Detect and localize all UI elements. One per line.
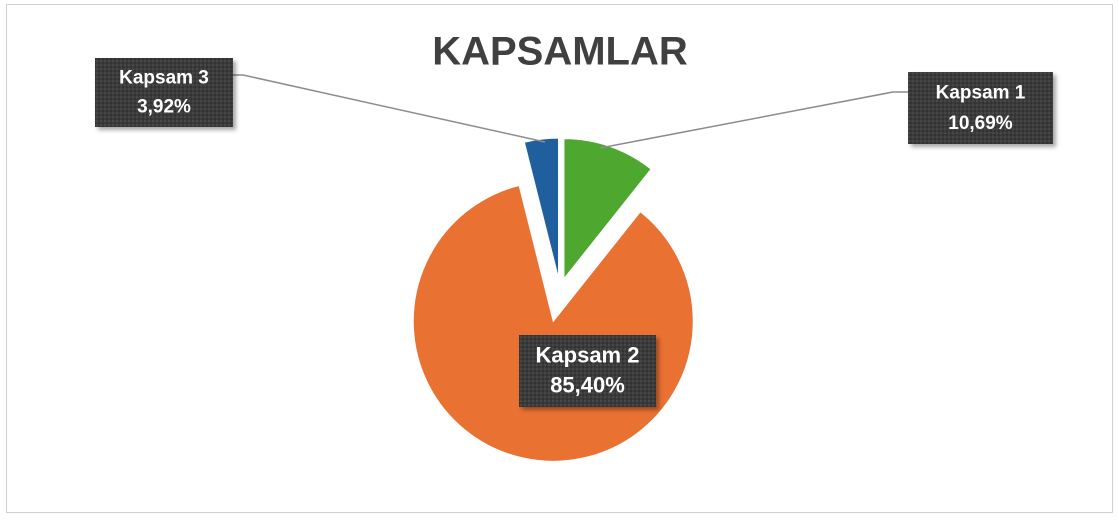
label-value: 3,92% (137, 97, 191, 118)
label-value: 85,40% (550, 373, 625, 398)
data-labels: Kapsam 1 10,69% Kapsam 2 85,40% Kapsam 3 3,92… (95, 58, 1053, 407)
label-category: Kapsam 1 (936, 83, 1026, 104)
label-box (908, 72, 1053, 144)
label-category: Kapsam 2 (536, 342, 640, 367)
label-category: Kapsam 3 (119, 68, 209, 89)
label-box (95, 58, 233, 127)
leader-line (599, 91, 908, 149)
label-value: 10,69% (948, 113, 1013, 134)
chart-title: KAPSAMLAR (432, 30, 688, 74)
label-box (519, 335, 656, 407)
leader-line (233, 74, 546, 143)
pie-slice (523, 137, 560, 279)
